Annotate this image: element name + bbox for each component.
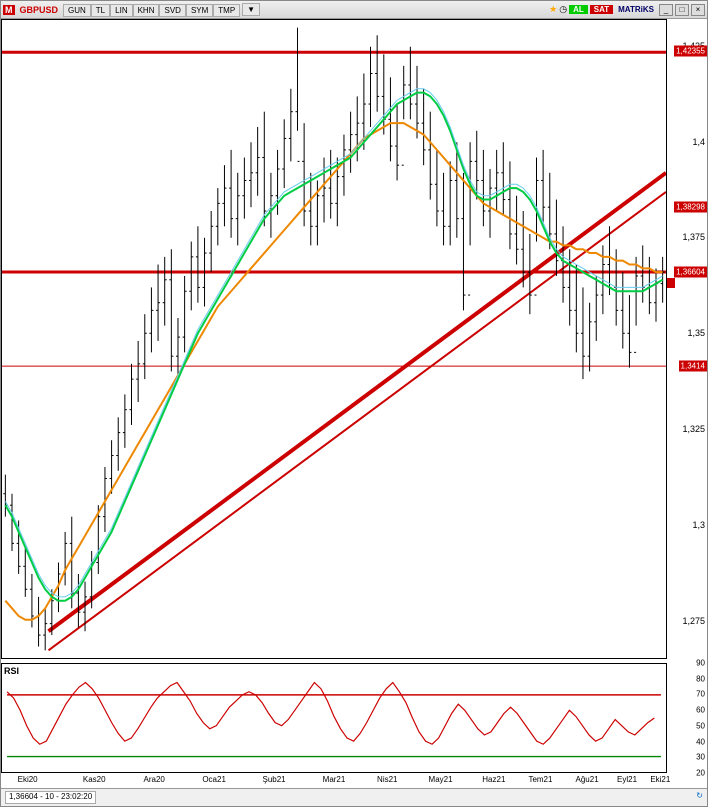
clock-icon[interactable]: ◷ [559,4,567,15]
price-chart-svg [2,20,666,658]
m-icon[interactable]: M [3,5,15,15]
symbol-label: GBPUSD [17,5,62,15]
x-tick: Oca21 [202,775,226,784]
chart-window: M GBPUSD GUNTLLINKHNSVDSYMTMP ▼ ★ ◷ AL S… [0,0,708,807]
minimize-button[interactable]: _ [659,4,673,16]
status-left: 1,36604 - 10 - 23:02:20 [5,791,96,804]
tool-btn-lin[interactable]: LIN [110,4,132,17]
rsi-tick: 60 [696,706,705,715]
y-tick: 1,3 [692,520,705,530]
x-tick: Şub21 [262,775,285,784]
rsi-tick: 70 [696,690,705,699]
rsi-chart-svg [2,664,666,772]
y-tick: 1,35 [687,328,705,338]
matriks-logo: MATRiKS [615,5,657,14]
x-tick: Eki21 [650,775,670,784]
price-label: 1,42355 [674,46,707,57]
close-button[interactable]: × [691,4,705,16]
x-tick: Kas20 [83,775,106,784]
price-label: 1,38298 [674,201,707,212]
tool-btn-tl[interactable]: TL [91,4,110,17]
main-chart[interactable] [1,19,667,659]
x-axis: Eki20 Kas20 Ara20 Oca21 Şub21 Mar21 Nis21 May21… [1,772,667,788]
rsi-y-axis: 9080706050403020 [667,663,707,773]
x-tick: Ağu21 [576,775,599,784]
rsi-label: RSI [4,666,19,676]
sat-badge[interactable]: SAT [590,5,613,14]
price-label: 1,3414 [679,361,707,372]
rsi-tick: 90 [696,659,705,668]
rsi-tick: 40 [696,737,705,746]
y-tick: 1,375 [682,232,705,242]
y-axis: 1,4251,41,3751,351,3251,31,2751,423551,3… [667,19,707,659]
star-icon[interactable]: ★ [549,4,557,15]
x-tick: Tem21 [528,775,552,784]
maximize-button[interactable]: □ [675,4,689,16]
tool-btn-tmp[interactable]: TMP [213,4,240,17]
tool-btn-sym[interactable]: SYM [186,4,213,17]
current-price-marker [667,278,675,288]
tool-btn-svd[interactable]: SVD [159,4,185,17]
price-label: 1,36604 [674,266,707,277]
rsi-tick: 30 [696,753,705,762]
y-tick: 1,275 [682,616,705,626]
tool-btn-khn[interactable]: KHN [133,4,160,17]
x-tick: Eki20 [18,775,38,784]
refresh-icon[interactable]: ↻ [696,791,703,804]
toolbar-right: ★ ◷ AL SAT MATRiKS _ □ × [549,4,705,16]
rsi-tick: 50 [696,721,705,730]
al-badge[interactable]: AL [569,5,588,14]
rsi-tick: 80 [696,674,705,683]
x-tick: Haz21 [482,775,505,784]
rsi-tick: 20 [696,769,705,778]
x-tick: Mar21 [323,775,346,784]
rsi-panel[interactable]: RSI [1,663,667,773]
y-tick: 1,4 [692,137,705,147]
x-tick: Ara20 [143,775,164,784]
dropdown-icon[interactable]: ▼ [242,3,260,16]
chart-area: 1,4251,41,3751,351,3251,31,2751,423551,3… [1,19,707,806]
status-bar: 1,36604 - 10 - 23:02:20 ↻ [1,788,707,806]
toolbar-left: M GBPUSD GUNTLLINKHNSVDSYMTMP ▼ [3,3,260,16]
toolbar: M GBPUSD GUNTLLINKHNSVDSYMTMP ▼ ★ ◷ AL S… [1,1,707,19]
tool-btn-gun[interactable]: GUN [63,4,91,17]
x-tick: Nis21 [377,775,397,784]
x-tick: May21 [429,775,453,784]
x-tick: Eyl21 [617,775,637,784]
y-tick: 1,325 [682,424,705,434]
